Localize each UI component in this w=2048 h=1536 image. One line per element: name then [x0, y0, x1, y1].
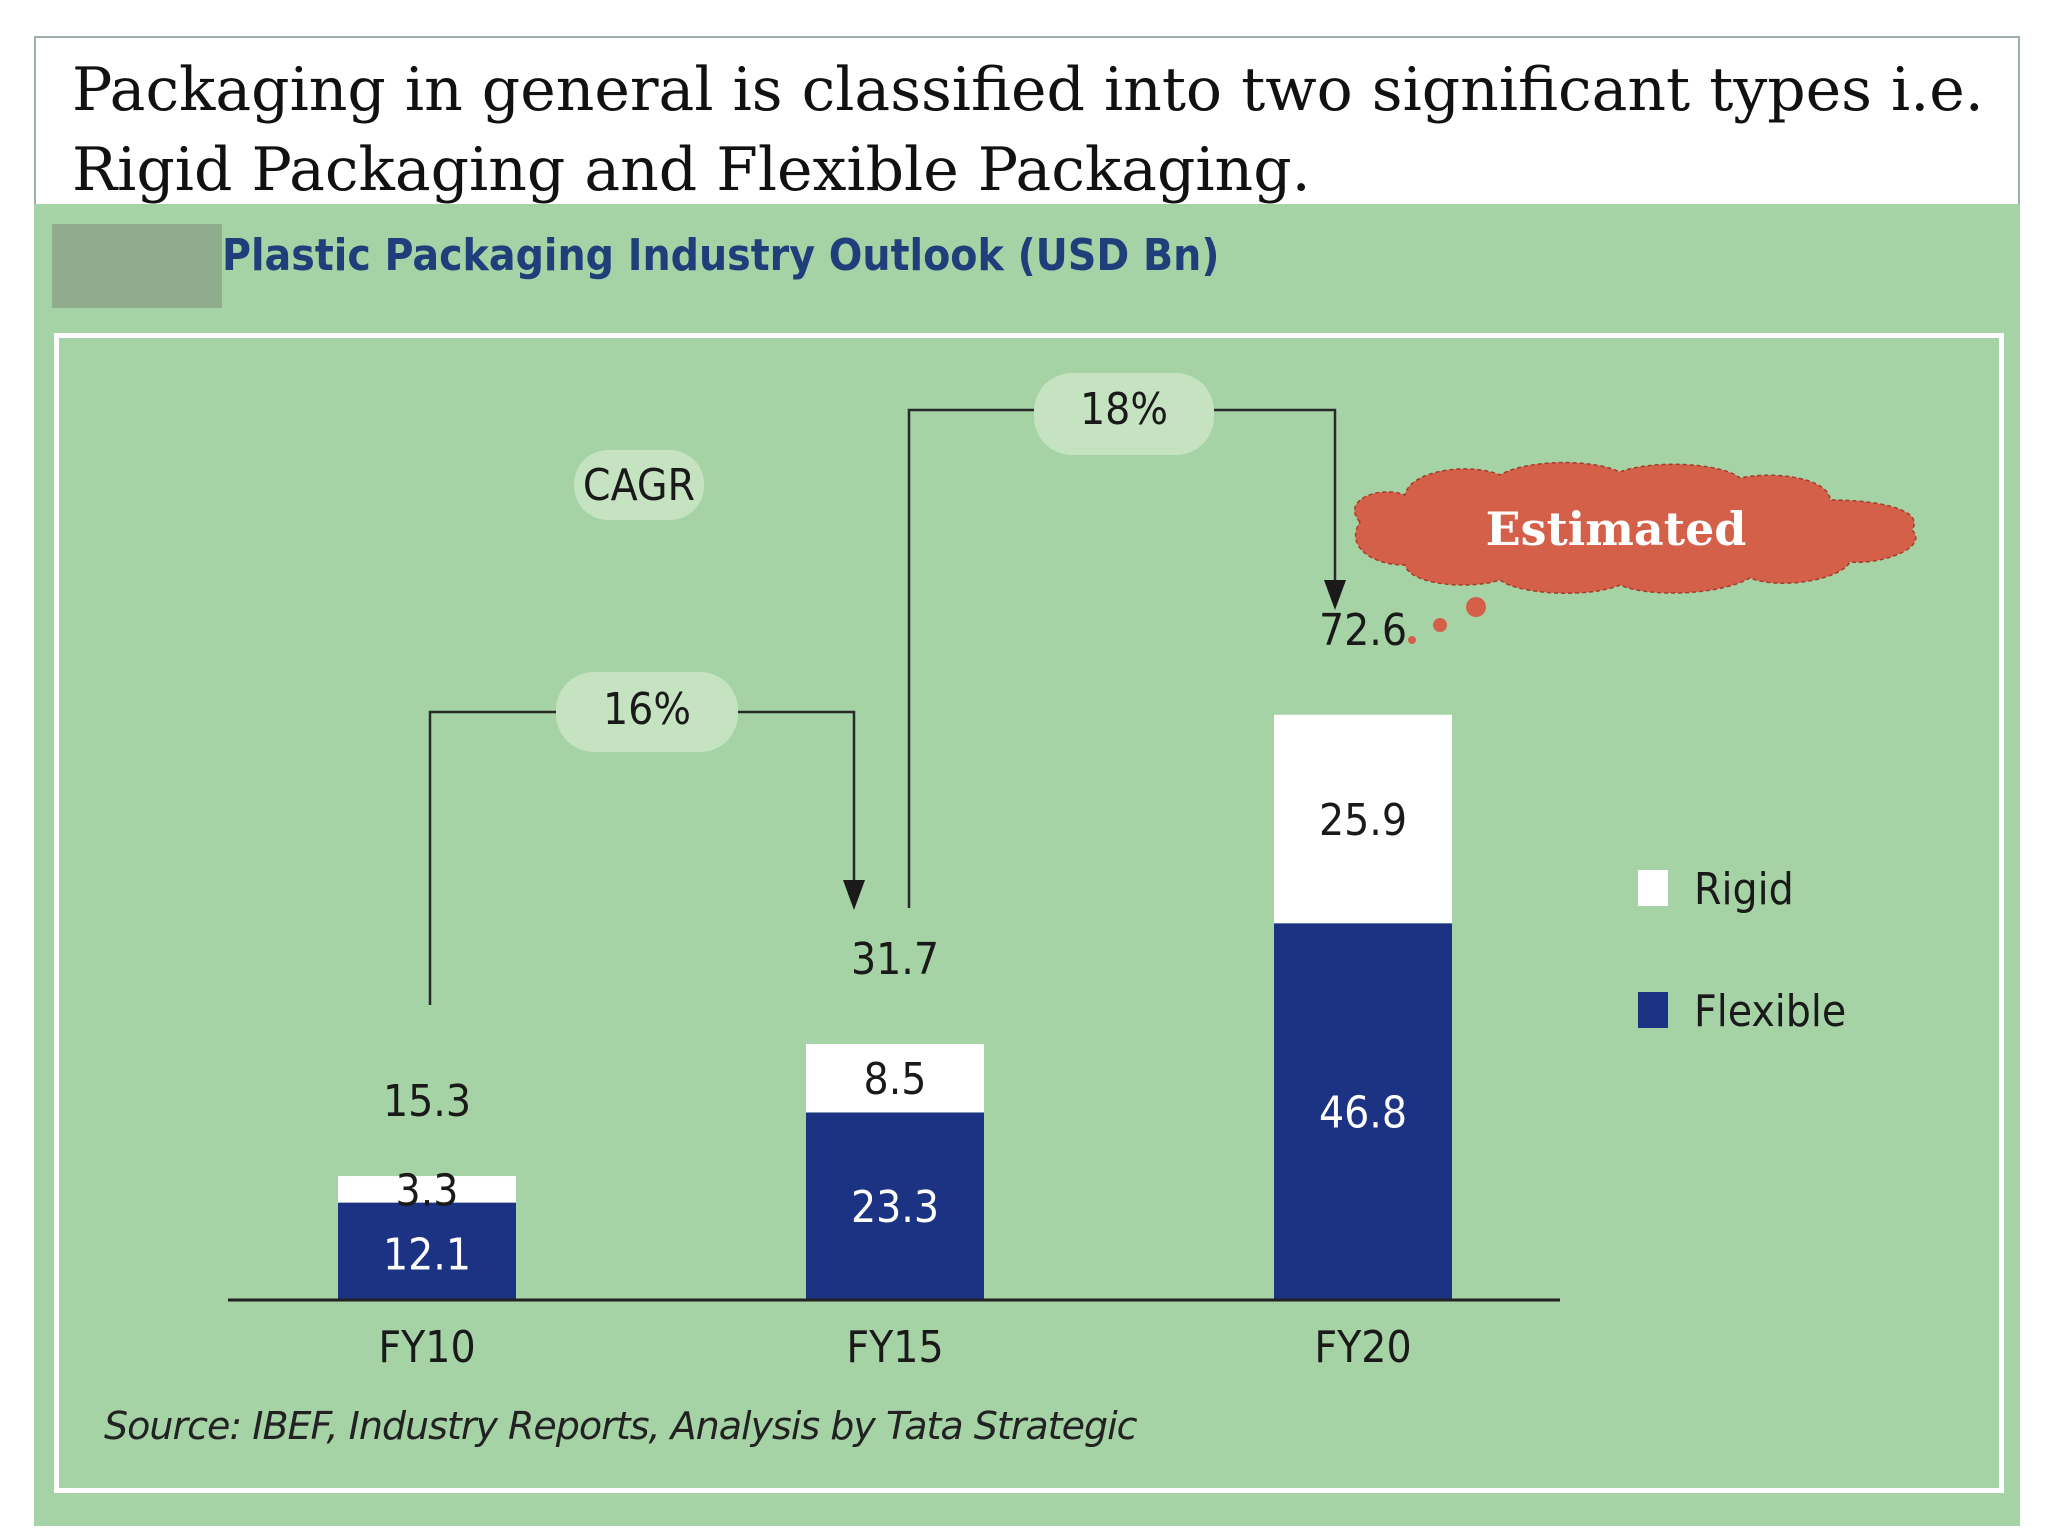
flexible-value-label: 46.8: [1319, 1088, 1407, 1139]
chart-background: [34, 204, 2020, 1526]
estimated-callout-cloud: [1353, 461, 1917, 594]
legend-label-rigid: Rigid: [1694, 864, 1794, 915]
cagr-pill: [1034, 373, 1214, 455]
estimated-callout-label: Estimated: [1486, 502, 1747, 556]
legend-label-flexible: Flexible: [1694, 986, 1846, 1037]
legend-swatch-flexible: [1638, 992, 1668, 1028]
slide-heading: Packaging in general is classified into …: [72, 50, 2012, 210]
source-note: Source: IBEF, Industry Reports, Analysis…: [104, 1404, 1138, 1448]
cagr-arrowhead: [843, 880, 865, 910]
cagr-label-pill: [574, 450, 704, 520]
category-tick-label: FY20: [1314, 1322, 1411, 1373]
bar-flexible-fy20: [1274, 923, 1452, 1300]
bar-rigid-fy10: [338, 1176, 516, 1203]
cagr-value-label: 18%: [1080, 384, 1168, 435]
flexible-value-label: 23.3: [851, 1182, 939, 1233]
title-color-swatch: [52, 224, 222, 308]
total-value-label: 72.6: [1319, 605, 1407, 656]
total-value-label: 31.7: [851, 934, 939, 985]
callout-thought-dot: [1466, 597, 1486, 617]
category-tick-label: FY15: [846, 1322, 943, 1373]
cagr-arrowhead: [1324, 580, 1346, 610]
chart-inner-frame: [54, 333, 2004, 1493]
legend-swatch-rigid: [1638, 870, 1668, 906]
rigid-value-label: 3.3: [396, 1165, 459, 1216]
cagr-label: CAGR: [583, 460, 695, 511]
rigid-value-label: 8.5: [864, 1054, 927, 1105]
bar-flexible-fy15: [806, 1112, 984, 1300]
bar-flexible-fy10: [338, 1202, 516, 1300]
bar-rigid-fy20: [1274, 714, 1452, 924]
category-tick-label: FY10: [378, 1322, 475, 1373]
cagr-connector-line: [907, 408, 1337, 908]
callout-thought-dot: [1433, 618, 1447, 632]
cagr-pill: [556, 672, 738, 752]
cagr-value-label: 16%: [603, 684, 691, 735]
rigid-value-label: 25.9: [1319, 795, 1407, 846]
flexible-value-label: 12.1: [383, 1229, 471, 1280]
chart-title: Plastic Packaging Industry Outlook (USD …: [222, 230, 1220, 281]
callout-thought-dot: [1408, 636, 1416, 644]
heading-line-1: Packaging in general is classified into …: [72, 55, 1984, 125]
total-value-label: 15.3: [383, 1076, 471, 1127]
cagr-connector-line: [428, 710, 856, 1005]
heading-line-2: Rigid Packaging and Flexible Packaging.: [72, 135, 1311, 205]
bar-rigid-fy15: [806, 1044, 984, 1113]
